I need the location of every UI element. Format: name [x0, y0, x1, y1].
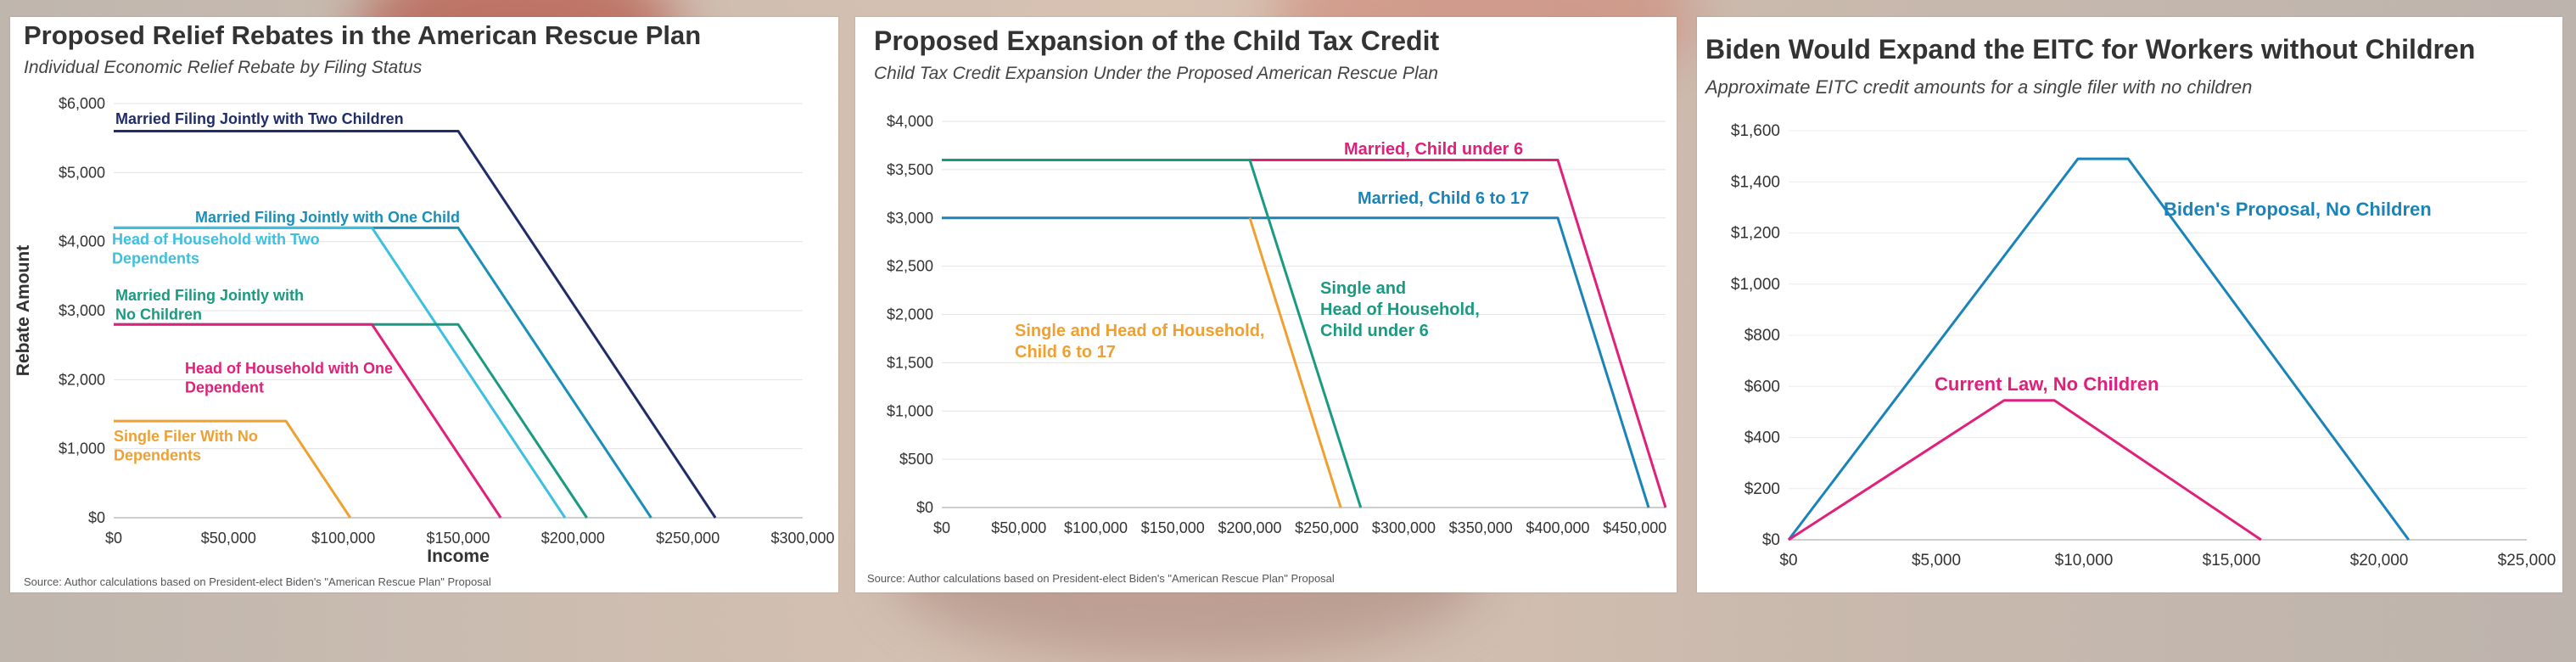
series-label: Married, Child 6 to 17: [1358, 189, 1529, 208]
x-tick-label: $0: [105, 530, 122, 547]
x-tick-label: $300,000: [770, 530, 834, 547]
x-tick-label: $250,000: [656, 530, 720, 547]
x-axis-label: Income: [427, 547, 490, 566]
x-tick-label: $350,000: [1449, 519, 1513, 536]
series-line: [114, 419, 352, 519]
y-tick-label: $3,000: [59, 302, 105, 319]
y-tick-label: $0: [916, 499, 933, 516]
series-line: [1788, 399, 2262, 541]
x-tick-label: $10,000: [2055, 552, 2114, 569]
y-tick-label: $1,400: [1731, 173, 1780, 191]
y-tick-label: $1,200: [1731, 225, 1780, 243]
series-line: [942, 216, 1650, 508]
chart-subtitle: Child Tax Credit Expansion Under the Pro…: [874, 64, 1438, 83]
series-line: [114, 226, 567, 519]
chart-plot: $0 $200 $400 $600 $800 $1,000 $1,200 $1,400 $1,6…: [1731, 122, 2556, 569]
series-label: Head of Household with Two Dependents: [112, 231, 320, 267]
y-tick-label: $2,000: [887, 306, 933, 323]
series-label: Married Filing Jointly with Two Children: [115, 110, 404, 127]
y-tick-label: $1,000: [59, 440, 105, 457]
chart-subtitle: Approximate EITC credit amounts for a si…: [1705, 76, 2253, 98]
y-axis-label: Rebate Amount: [14, 245, 33, 376]
x-tick-label: $450,000: [1603, 519, 1666, 536]
series-line: [1787, 157, 2411, 541]
y-tick-label: $600: [1744, 378, 1780, 396]
series-label: Married Filing Jointly with No Children: [115, 287, 304, 323]
chart-panel-relief-rebates: Proposed Relief Rebates in the American …: [10, 17, 838, 592]
series-label: Single and Head of Household, Child under …: [1320, 279, 1480, 340]
chart-source: Source: Author calculations based on Pre…: [867, 572, 1335, 585]
x-tick-label: $400,000: [1526, 519, 1589, 536]
x-tick-label: $25,000: [2498, 552, 2556, 569]
y-tick-label: $1,500: [887, 354, 933, 371]
x-tick-label: $150,000: [1141, 519, 1205, 536]
series-label: Head of Household with One Dependent: [185, 360, 393, 396]
series-line: [942, 159, 1363, 508]
series-label: Current Law, No Children: [1935, 373, 2159, 395]
series-label: Married Filing Jointly with One Child: [195, 209, 460, 226]
series-line: [1248, 217, 1342, 508]
x-tick-label: $300,000: [1372, 519, 1436, 536]
x-tick-label: $50,000: [201, 530, 256, 547]
series-label: Single and Head of Household, Child 6 to …: [1015, 322, 1264, 362]
chart-subtitle: Individual Economic Relief Rebate by Fil…: [24, 58, 423, 77]
series-label: Biden's Proposal, No Children: [2164, 199, 2432, 220]
series-label: Married, Child under 6: [1344, 140, 1523, 159]
x-tick-label: $5,000: [1912, 552, 1961, 569]
x-tick-label: $20,000: [2350, 552, 2409, 569]
x-tick-label: $100,000: [1064, 519, 1128, 536]
series-line: [114, 323, 502, 519]
y-tick-label: $1,000: [1731, 276, 1780, 294]
chart-title: Proposed Expansion of the Child Tax Cred…: [874, 25, 1440, 56]
y-tick-label: $3,500: [887, 161, 933, 178]
x-tick-label: $15,000: [2203, 552, 2261, 569]
y-tick-label: $500: [899, 451, 933, 468]
y-tick-label: $2,000: [59, 371, 105, 388]
chart-panel-eitc: Biden Would Expand the EITC for Workers …: [1697, 17, 2562, 592]
x-tick-label: $150,000: [426, 530, 490, 547]
y-tick-label: $2,500: [887, 258, 933, 275]
x-tick-label: $100,000: [311, 530, 375, 547]
y-tick-label: $5,000: [59, 164, 105, 181]
y-tick-label: $0: [1762, 531, 1780, 549]
chart-source: Source: Author calculations based on Pre…: [24, 575, 491, 588]
x-tick-label: $200,000: [1218, 519, 1281, 536]
series-label: Single Filer With No Dependents: [114, 428, 258, 464]
y-tick-label: $4,000: [59, 233, 105, 250]
y-tick-label: $0: [88, 509, 105, 526]
x-tick-label: $50,000: [991, 519, 1046, 536]
y-tick-label: $400: [1744, 429, 1780, 447]
y-tick-label: $6,000: [59, 95, 105, 112]
x-tick-label: $0: [933, 519, 950, 536]
chart-plot: $0 $1,000 $2,000 $3,000 $4,000 $5,000 $6,000 $0…: [14, 95, 835, 566]
chart-title: Biden Would Expand the EITC for Workers …: [1705, 34, 2476, 65]
x-tick-label: $0: [1779, 552, 1797, 569]
y-tick-label: $1,600: [1731, 122, 1780, 140]
series-line: [114, 130, 717, 519]
y-tick-label: $3,000: [887, 210, 933, 227]
y-tick-label: $4,000: [887, 113, 933, 130]
y-tick-label: $800: [1744, 327, 1780, 345]
chart-panel-child-tax-credit: Proposed Expansion of the Child Tax Cred…: [855, 17, 1677, 592]
x-tick-label: $250,000: [1295, 519, 1358, 536]
y-tick-label: $1,000: [887, 402, 933, 419]
y-tick-label: $200: [1744, 480, 1780, 498]
chart-title: Proposed Relief Rebates in the American …: [24, 20, 702, 50]
chart-plot: $0 $500 $1,000 $1,500 $2,000 $2,500 $3,000 $3,5…: [887, 113, 1667, 536]
x-tick-label: $200,000: [541, 530, 605, 547]
